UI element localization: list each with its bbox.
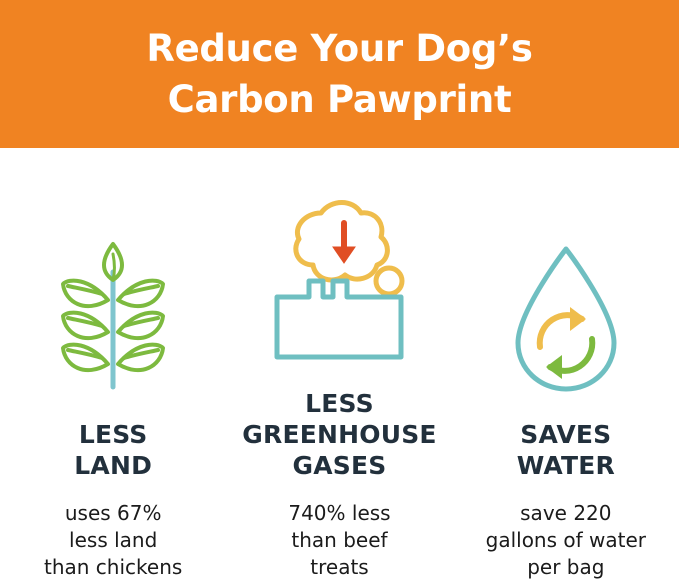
benefits-columns: LESS LAND uses 67% less land than chicke… bbox=[0, 148, 679, 581]
page-title-line-2: Carbon Pawprint bbox=[167, 77, 512, 121]
body-line: than beef bbox=[291, 528, 388, 552]
benefit-heading-less-land: LESS LAND bbox=[0, 419, 226, 481]
body-line: gallons of water bbox=[485, 528, 646, 552]
benefit-body-saves-water: save 220 gallons of water per bag bbox=[453, 500, 679, 581]
benefit-column-saves-water: SAVES WATER save 220 gallons of water pe… bbox=[453, 148, 679, 581]
page-title-line-1: Reduce Your Dog’s bbox=[146, 26, 533, 70]
factory-emissions-icon-container bbox=[226, 196, 452, 361]
body-line: save 220 bbox=[520, 501, 612, 525]
heading-line: LAND bbox=[74, 451, 153, 480]
heading-line: LESS bbox=[305, 389, 374, 418]
body-line: 740% less bbox=[288, 501, 391, 525]
heading-line: WATER bbox=[516, 451, 615, 480]
body-line: less land bbox=[69, 528, 158, 552]
factory-emissions-icon bbox=[274, 200, 405, 360]
heading-line: SAVES bbox=[520, 420, 612, 449]
wheat-plant-icon bbox=[61, 242, 166, 390]
benefit-body-less-greenhouse-gases: 740% less than beef treats bbox=[226, 500, 452, 581]
benefit-heading-saves-water: SAVES WATER bbox=[453, 419, 679, 481]
heading-line: GREENHOUSE bbox=[242, 420, 437, 449]
benefit-column-less-land: LESS LAND uses 67% less land than chicke… bbox=[0, 148, 226, 581]
wheat-plant-icon-container bbox=[0, 240, 226, 390]
heading-line: LESS bbox=[78, 420, 148, 449]
benefit-heading-less-greenhouse-gases: LESS GREENHOUSE GASES bbox=[226, 388, 452, 481]
header-banner: Reduce Your Dog’s Carbon Pawprint bbox=[0, 0, 679, 148]
body-line: per bag bbox=[527, 555, 605, 579]
water-droplet-recycle-icon bbox=[515, 246, 617, 392]
body-line: treats bbox=[310, 555, 369, 579]
benefit-column-less-greenhouse-gases: LESS GREENHOUSE GASES 740% less than bee… bbox=[226, 148, 452, 581]
heading-line: GASES bbox=[292, 451, 387, 480]
water-droplet-recycle-icon-container bbox=[453, 243, 679, 395]
body-line: than chickens bbox=[44, 555, 183, 579]
benefit-body-less-land: uses 67% less land than chickens bbox=[0, 500, 226, 581]
body-line: uses 67% bbox=[64, 501, 162, 525]
